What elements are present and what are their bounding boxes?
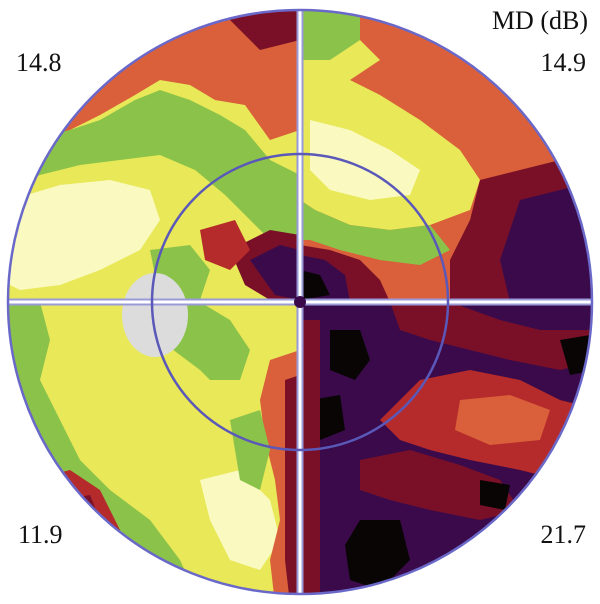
md-header-label: MD (dB) <box>491 6 588 35</box>
quadrant-top-left-value: 14.8 <box>16 48 62 77</box>
quadrant-bottom-right-field <box>300 302 592 594</box>
outer-boundary <box>6 8 594 596</box>
quadrant-top-left-field <box>8 10 300 302</box>
inner-ring <box>150 152 450 452</box>
blind-spot <box>122 273 188 357</box>
quadrant-bottom-right-value: 21.7 <box>540 520 587 549</box>
quadrant-top-right-value: 14.9 <box>540 48 587 77</box>
quadrant-bottom-left-value: 11.9 <box>18 520 63 549</box>
fixation-point <box>294 296 306 308</box>
quadrant-top-right-field <box>300 10 592 302</box>
